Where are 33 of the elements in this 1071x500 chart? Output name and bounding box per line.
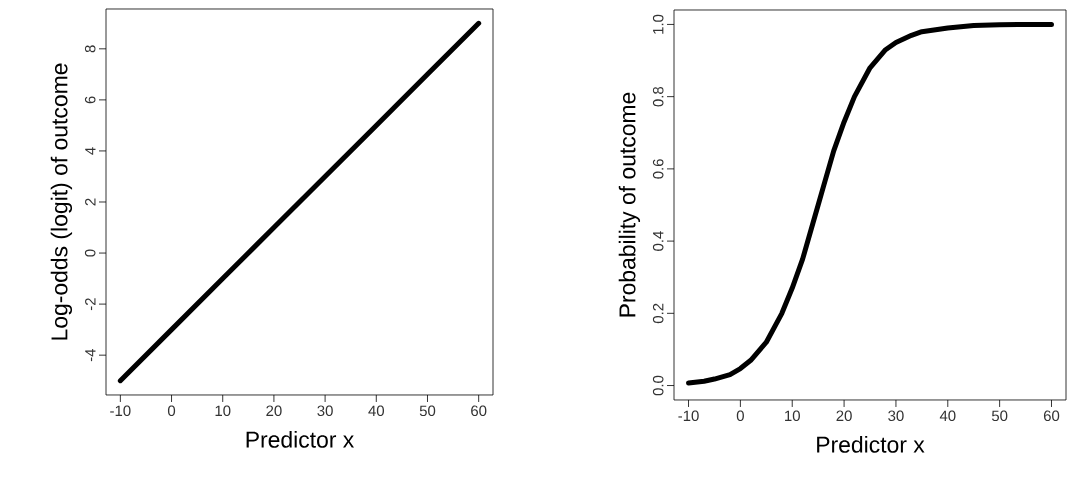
y-tick-label: 2 bbox=[85, 198, 96, 206]
y-tick-label: 1.0 bbox=[652, 14, 664, 34]
x-tick-label: -10 bbox=[678, 410, 699, 422]
x-tick-label: 50 bbox=[419, 405, 436, 417]
y-tick-label: 6 bbox=[84, 96, 96, 104]
x-tick-label: 30 bbox=[317, 405, 333, 417]
x-tick-label: 0 bbox=[736, 410, 744, 422]
x-tick-label: 10 bbox=[215, 405, 231, 417]
y-tick-label: 0.0 bbox=[652, 375, 664, 396]
y-tick-label: 8 bbox=[84, 45, 96, 53]
y-tick-label: 0.8 bbox=[652, 86, 664, 107]
y-tick-label: 0 bbox=[84, 249, 96, 257]
x-tick-label: 40 bbox=[939, 410, 956, 422]
x-tick-label: 10 bbox=[785, 410, 800, 422]
x-tick-label: 60 bbox=[471, 405, 487, 417]
y-tick-label: 0.4 bbox=[652, 231, 664, 251]
x-tick-label: 60 bbox=[1043, 410, 1060, 422]
x-tick-label: 20 bbox=[266, 405, 282, 417]
x-tick-label: 50 bbox=[991, 410, 1008, 422]
x-axis-title: Predictor x bbox=[246, 430, 354, 448]
y-tick-label: 4 bbox=[85, 147, 96, 155]
x-tick-label: 30 bbox=[888, 410, 904, 422]
y-tick-label: -2 bbox=[85, 298, 96, 311]
x-tick-label: 20 bbox=[836, 410, 852, 422]
y-tick-label: 0.6 bbox=[652, 159, 664, 179]
x-tick-label: -10 bbox=[110, 405, 131, 417]
x-tick-label: 40 bbox=[368, 405, 385, 417]
y-axis-title: Log-odds (logit) of outcome bbox=[50, 63, 73, 340]
x-tick-label: 0 bbox=[167, 405, 176, 417]
y-tick-label: 0.2 bbox=[652, 303, 664, 324]
x-axis-title: Predictor x bbox=[817, 435, 925, 453]
y-axis-title: Probability of outcome bbox=[618, 92, 641, 317]
y-tick-label: -4 bbox=[85, 348, 96, 362]
